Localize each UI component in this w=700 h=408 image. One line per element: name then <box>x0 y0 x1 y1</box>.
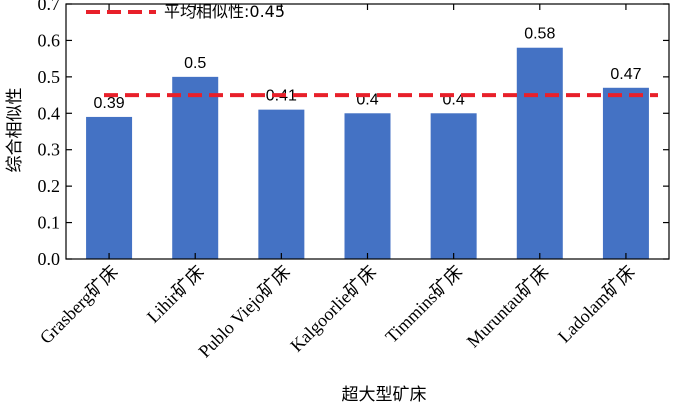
x-tick-label: Grasberg矿床 <box>36 262 122 348</box>
y-tick-label: 0.1 <box>38 213 61 233</box>
x-tick-label: Kalgoorlie矿床 <box>286 262 380 356</box>
bar <box>258 109 305 260</box>
x-tick-label: Publo Viejo矿床 <box>194 262 294 362</box>
x-tick-label: Timmins矿床 <box>381 262 466 347</box>
data-label: 0.5 <box>184 55 206 72</box>
bar <box>172 76 219 259</box>
legend: 平均相似性:0.45 <box>86 2 285 21</box>
data-label: 0.39 <box>94 95 125 112</box>
data-label: 0.58 <box>524 26 555 43</box>
bar <box>602 87 649 260</box>
bars <box>86 47 649 260</box>
y-tick-label: 0.6 <box>38 30 61 50</box>
y-axis-title: 综合相似性 <box>5 88 25 173</box>
y-tick-label: 0.7 <box>38 0 61 14</box>
y-tick-label: 0.4 <box>38 103 61 123</box>
data-label: 0.47 <box>610 66 641 83</box>
bar <box>516 47 563 259</box>
plot-area-frame <box>65 3 670 260</box>
y-axis-ticks: 0.0 0.1 0.2 0.3 0.4 0.5 0.6 0.7 <box>38 0 669 269</box>
x-axis-title: 超大型矿床 <box>342 385 427 405</box>
x-tick-label: Lihir矿床 <box>143 262 208 327</box>
y-tick-label: 0.2 <box>38 176 61 196</box>
legend-label: 平均相似性:0.45 <box>164 2 285 21</box>
bar <box>430 113 477 260</box>
x-tick-label: Muruntau矿床 <box>463 262 553 352</box>
y-tick-label: 0.3 <box>38 140 61 160</box>
bar <box>344 113 391 260</box>
y-tick-label: 0.0 <box>38 249 61 269</box>
bar <box>86 116 133 259</box>
x-tick-label: Ladolam矿床 <box>554 262 639 347</box>
y-tick-label: 0.5 <box>38 67 61 87</box>
